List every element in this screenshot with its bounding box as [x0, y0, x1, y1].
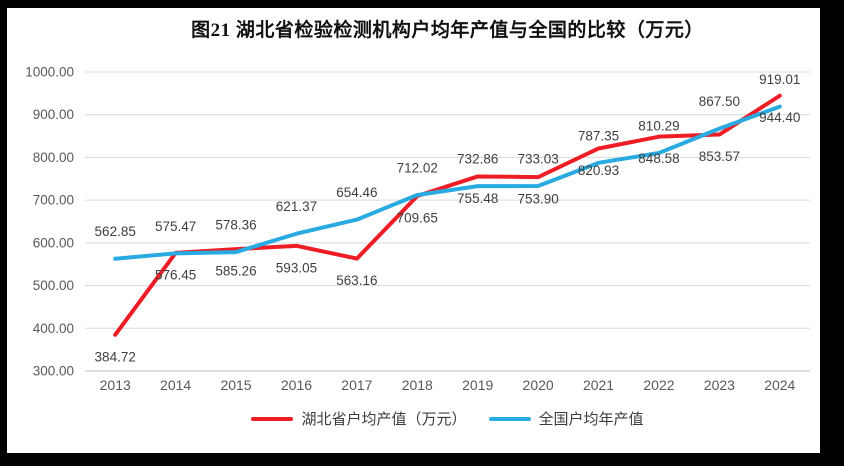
data-label-national: 654.46 [336, 185, 377, 200]
x-axis-tick-label: 2018 [402, 377, 433, 393]
data-label-hubei: 820.93 [578, 163, 619, 178]
legend-label-national: 全国户均年产值 [538, 412, 644, 428]
series-line-national [113, 104, 782, 261]
data-label-national: 810.29 [638, 119, 679, 134]
x-axis-tick-label: 2016 [281, 377, 312, 393]
x-axis-tick-label: 2015 [220, 377, 251, 393]
y-axis-tick-label: 500.00 [33, 278, 74, 293]
legend: 湖北省户均产值（万元） 全国户均年产值 [85, 408, 810, 429]
data-label-hubei: 576.45 [155, 267, 196, 282]
y-axis-tick-label: 700.00 [33, 193, 74, 208]
legend-item-national: 全国户均年产值 [488, 408, 644, 429]
data-label-national: 867.50 [699, 94, 740, 109]
x-axis-tick-label: 2021 [583, 377, 614, 393]
data-label-hubei: 709.65 [397, 211, 438, 226]
chart-title: 图21 湖北省检验检测机构户均年产值与全国的比较（万元） [191, 20, 704, 41]
data-label-hubei: 755.48 [457, 191, 498, 206]
y-axis-tick-label: 400.00 [33, 321, 74, 336]
x-axis-tick-label: 2014 [160, 377, 191, 393]
x-axis-tick-label: 2017 [341, 377, 372, 393]
y-axis-tick-label: 800.00 [33, 150, 74, 165]
data-label-hubei: 848.58 [638, 151, 679, 166]
legend-label-hubei: 湖北省户均产值（万元） [301, 412, 467, 428]
legend-swatch-hubei-red-line [251, 416, 294, 421]
data-label-hubei: 384.72 [95, 349, 136, 364]
data-label-national: 621.37 [276, 199, 317, 214]
y-axis-tick-label: 900.00 [33, 107, 74, 122]
data-label-hubei: 944.40 [759, 110, 800, 125]
x-axis-tick-label: 2023 [704, 377, 735, 393]
x-axis-tick-label: 2019 [462, 377, 493, 393]
data-label-national: 575.47 [155, 219, 196, 234]
x-axis-tick-label: 2020 [523, 377, 554, 393]
data-label-national: 732.86 [457, 152, 498, 167]
data-label-national: 787.35 [578, 128, 619, 143]
y-axis-tick-label: 1000.00 [25, 65, 74, 80]
series-line-hubei [113, 93, 782, 337]
line-chart-plot: 300.00 400.00 500.00 600.00 700.00 800.00 900.… [25, 65, 810, 393]
data-label-national: 578.36 [215, 218, 256, 233]
x-axis-tick-label: 2022 [643, 377, 674, 393]
y-axis-tick-label: 600.00 [33, 235, 74, 250]
data-label-national: 919.01 [759, 72, 800, 87]
legend-item-hubei: 湖北省户均产值（万元） [251, 408, 467, 429]
x-axis-tick-label: 2013 [100, 377, 131, 393]
data-label-hubei: 585.26 [215, 264, 256, 279]
data-label-national: 562.85 [95, 224, 136, 239]
legend-swatch-national-blue-line [488, 416, 531, 421]
data-label-hubei: 593.05 [276, 260, 317, 275]
data-label-national: 712.02 [397, 161, 438, 176]
y-axis-tick-label: 300.00 [33, 364, 74, 379]
x-axis-tick-label: 2024 [764, 377, 795, 393]
data-label-national: 733.03 [517, 152, 558, 167]
data-label-hubei: 563.16 [336, 273, 377, 288]
data-label-hubei: 753.90 [517, 192, 558, 207]
data-label-hubei: 853.57 [699, 149, 740, 164]
